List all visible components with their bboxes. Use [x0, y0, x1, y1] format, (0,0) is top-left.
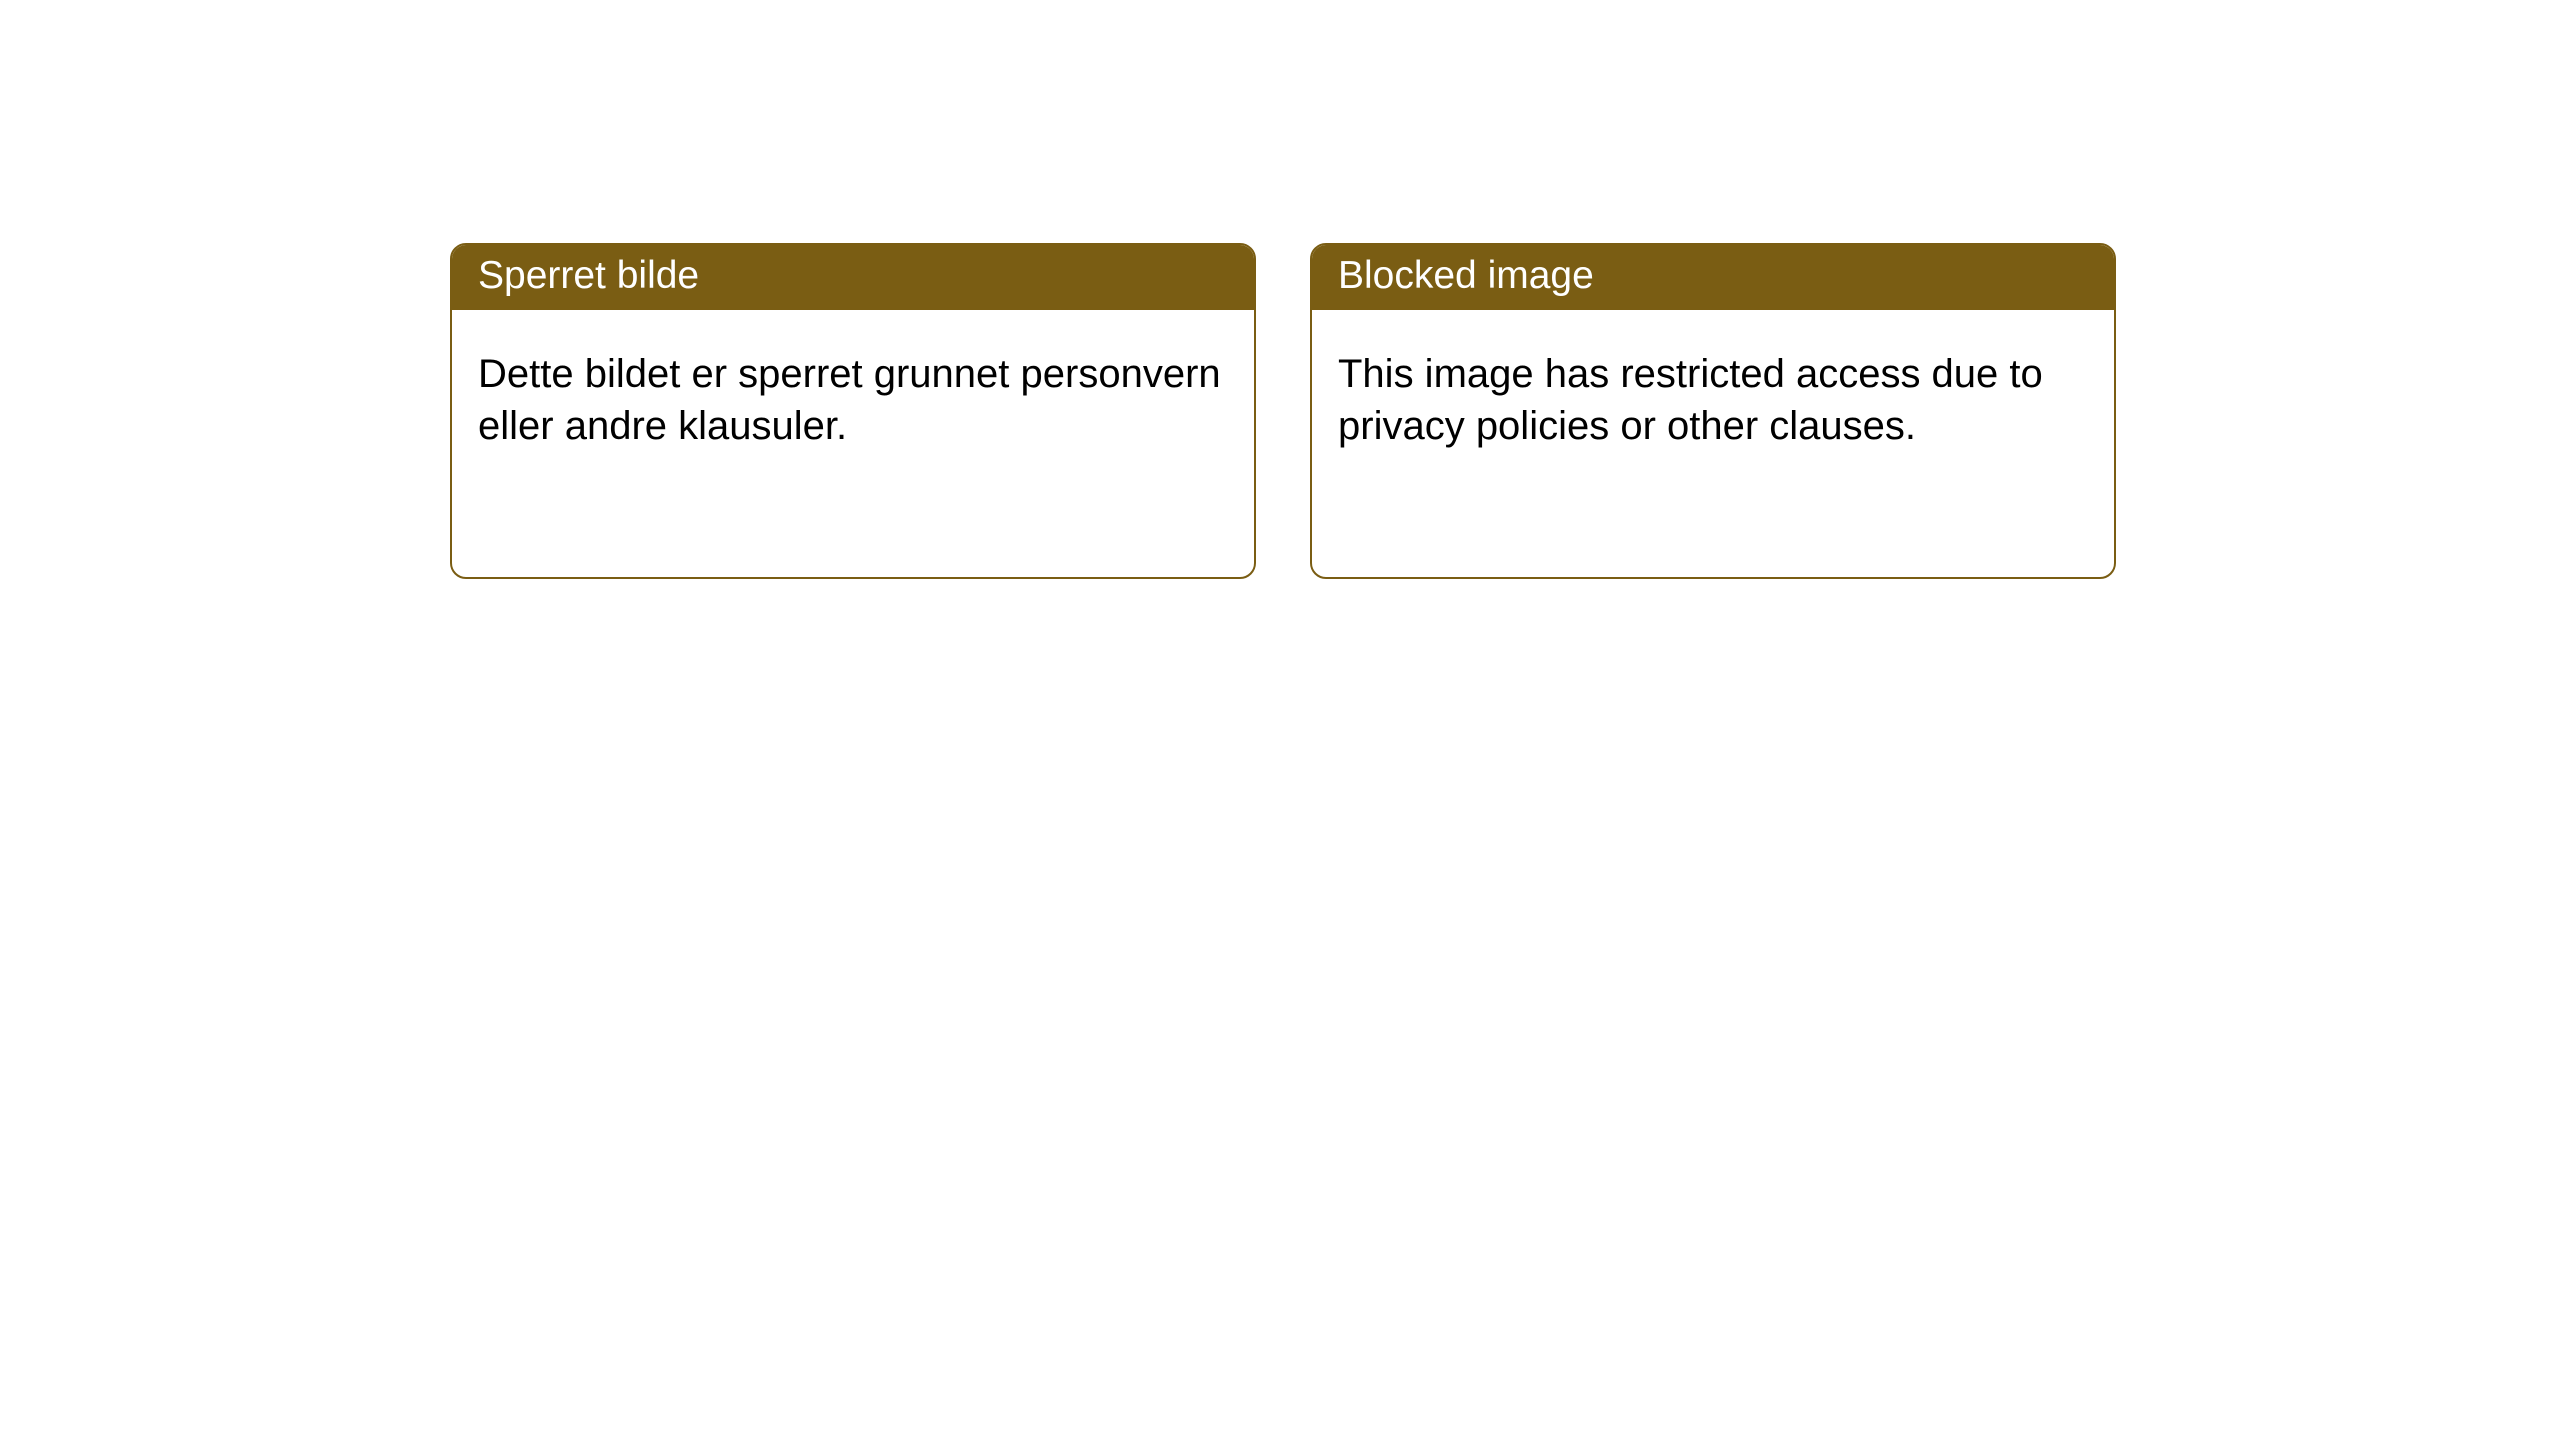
notice-card-norwegian: Sperret bilde Dette bildet er sperret gr… — [450, 243, 1256, 579]
notice-card-row: Sperret bilde Dette bildet er sperret gr… — [450, 243, 2560, 579]
notice-card-title: Blocked image — [1312, 245, 2114, 310]
notice-card-body: Dette bildet er sperret grunnet personve… — [452, 310, 1254, 478]
notice-card-title: Sperret bilde — [452, 245, 1254, 310]
notice-card-english: Blocked image This image has restricted … — [1310, 243, 2116, 579]
notice-card-body: This image has restricted access due to … — [1312, 310, 2114, 478]
